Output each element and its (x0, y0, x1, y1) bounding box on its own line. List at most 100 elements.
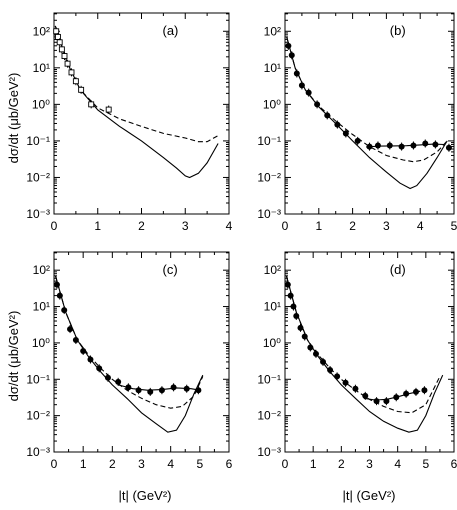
solid-curve (286, 36, 448, 190)
x-tick-label: 2 (109, 457, 116, 471)
data-point (72, 78, 79, 85)
data-point (324, 112, 331, 119)
y-tick-label: 10¹ (264, 61, 281, 75)
data-point (96, 365, 103, 372)
solid-curve (54, 275, 204, 433)
x-axis-label-right: |t| (GeV²) (343, 488, 396, 503)
data-point (412, 388, 419, 395)
y-tick-label: 10¹ (33, 300, 50, 314)
panel-label: (a) (163, 23, 179, 38)
solid-curve (54, 25, 219, 179)
x-axis-label-left: |t| (GeV²) (119, 488, 172, 503)
data-point (327, 366, 334, 373)
data-point (158, 387, 165, 394)
data-point (61, 307, 68, 314)
data-point (366, 143, 373, 150)
y-tick-label: 10⁻³ (257, 207, 281, 221)
data-point (386, 142, 393, 149)
data-point (403, 390, 410, 397)
data-point (383, 398, 390, 405)
panel-label: (d) (390, 262, 406, 277)
data-point (312, 350, 319, 357)
plot-frame (284, 12, 455, 215)
data-point (53, 281, 60, 288)
data-point (135, 387, 142, 394)
data-point (290, 303, 297, 310)
data-point (287, 292, 294, 299)
data-point (398, 143, 405, 150)
data-point (393, 394, 400, 401)
curves (285, 275, 444, 433)
curves (54, 275, 204, 433)
panel-d: 0 1 2 3 4 5 6 10⁻³ 10⁻² 10⁻¹ 10⁰ 10¹ 10² (d) (257, 251, 457, 471)
x-tick-label: 3 (182, 219, 189, 233)
data-point (195, 387, 202, 394)
data-point (445, 144, 452, 151)
dashed-curve (54, 25, 219, 143)
data-point (410, 142, 417, 149)
data-point (115, 378, 122, 385)
panel-label: (b) (390, 23, 406, 38)
data-point (56, 39, 63, 46)
x-tick-label: 4 (394, 457, 401, 471)
data-point (301, 333, 308, 340)
data-point (78, 86, 85, 93)
data-point (374, 142, 381, 149)
y-tick-label: 10⁻³ (26, 207, 50, 221)
x-tick-label: 0 (51, 457, 58, 471)
x-tick-label: 2 (338, 457, 345, 471)
y-tick-label: 10⁻¹ (26, 372, 50, 386)
y-tick-label: 10⁰ (263, 97, 281, 111)
data-point (320, 358, 327, 365)
y-tick-label: 10² (33, 263, 50, 277)
panel-b: 0 1 2 3 4 5 10⁻³ 10⁻² 10⁻¹ 10⁰ 10¹ 10² (b) (257, 12, 457, 233)
x-tick-label: 1 (80, 457, 87, 471)
data-point (58, 46, 65, 53)
x-tick-label: 0 (282, 219, 289, 233)
data-point (342, 379, 349, 386)
data-point (421, 387, 428, 394)
data-point (373, 398, 380, 405)
panel-a: 0 1 2 3 4 10⁻³ 10⁻² 10⁻¹ 10⁰ 10¹ 10² (a) (26, 12, 233, 233)
y-tick-label: 10¹ (264, 300, 281, 314)
data-point (307, 344, 314, 351)
data-point (362, 392, 369, 399)
solid-curve (363, 390, 421, 401)
data-point (285, 42, 292, 49)
data-point (352, 385, 359, 392)
x-tick-label: 3 (138, 457, 145, 471)
x-tick-label: 4 (167, 457, 174, 471)
x-tick-label: 6 (226, 457, 233, 471)
y-tick-label: 10⁻² (257, 409, 281, 423)
y-axis-label-bottom: dσ/dt (μb/GeV²) (6, 311, 21, 402)
y-tick-label: 10⁻¹ (26, 134, 50, 148)
data-point (147, 388, 154, 395)
x-tick-label: 5 (422, 457, 429, 471)
data-point (298, 82, 305, 89)
y-tick-label: 10⁻² (26, 409, 50, 423)
plot-frame (53, 12, 230, 215)
data-point (293, 312, 300, 319)
data-point (61, 53, 68, 59)
data-point (305, 89, 312, 96)
data-point (432, 141, 439, 148)
x-tick-label: 5 (451, 219, 457, 233)
data-point (64, 60, 71, 67)
curves (54, 25, 219, 179)
data-point (80, 347, 87, 354)
data-point (183, 385, 190, 392)
panel-c: 0 1 2 3 4 5 6 10⁻³ 10⁻² 10⁻¹ 10⁰ 10¹ 10² (c) (26, 251, 233, 471)
y-tick-label: 10⁰ (32, 97, 50, 111)
panel-label: (c) (163, 262, 178, 277)
x-tick-label: 1 (310, 457, 317, 471)
y-tick-label: 10² (33, 24, 50, 38)
data-point (67, 326, 74, 333)
y-tick-label: 10² (264, 24, 281, 38)
data-point (314, 101, 321, 108)
data-point (56, 292, 63, 299)
data-point (104, 374, 111, 381)
y-tick-label: 10¹ (33, 61, 50, 75)
data-point (293, 70, 300, 77)
y-tick-label: 10⁻³ (26, 445, 50, 459)
